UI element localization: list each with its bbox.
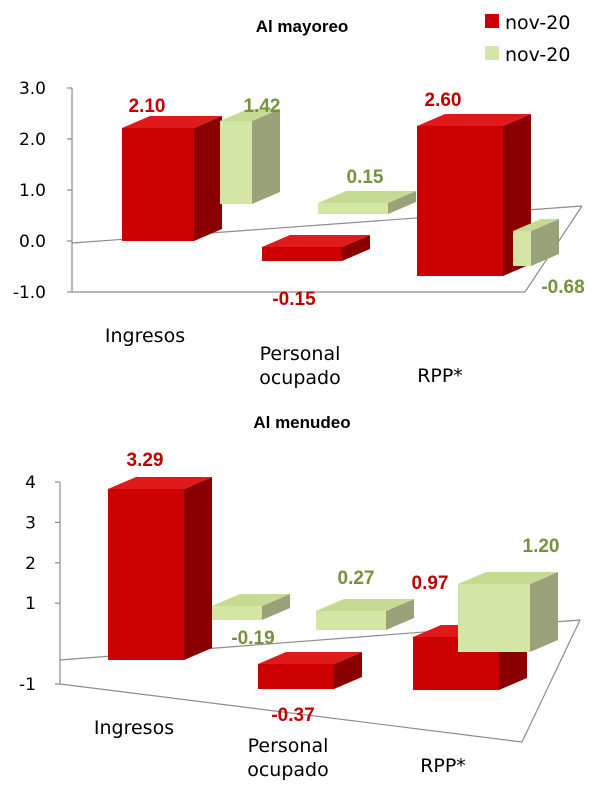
y-tick-label: 4: [25, 473, 36, 493]
chart-1-x-labels: Ingresos Personal ocupado RPP*: [105, 325, 463, 389]
bar-top-face: [262, 235, 370, 247]
bar-front-face: [318, 203, 388, 214]
x-tick-label-line: ocupado: [247, 759, 329, 781]
x-tick-label-line: RPP*: [417, 365, 463, 387]
chart-1-title: Al mayoreo: [256, 17, 349, 36]
data-label: 0.27: [338, 568, 375, 589]
x-tick-label: Personal ocupado: [259, 343, 341, 389]
bar-side-face: [386, 599, 414, 630]
bar-top-face: [513, 219, 559, 231]
chart-2-y-ticks: 4 3 2 1 -1: [19, 473, 60, 695]
bar-side-face: [334, 652, 362, 689]
data-label: 1.20: [523, 536, 560, 557]
bar-series-1-ingresos: 3.29: [108, 450, 212, 660]
chart-2-plot: 4 3 2 1 -1 Ingresos Personal ocupado RPP* 3.29 -0.…: [19, 450, 581, 781]
bar-side-face: [262, 594, 290, 620]
chart-1-y-ticks: 3.0 2.0 1.0 0.0 -1.0: [13, 79, 72, 303]
x-tick-label: RPP*: [417, 365, 463, 387]
bar-front-face: [212, 606, 262, 620]
chart-2-title: Al menudeo: [253, 413, 350, 432]
bar-series-1-personal-ocupado: -0.37: [258, 652, 362, 726]
bar-side-face: [388, 191, 416, 214]
bar-front-face: [258, 664, 334, 689]
bar-top-face: [316, 599, 414, 611]
legend-swatch-series-2: [485, 46, 499, 60]
x-tick-label: Ingresos: [94, 717, 174, 739]
x-tick-label-line: Personal: [260, 343, 341, 365]
x-tick-label-line: RPP*: [420, 755, 466, 777]
bar-series-2-personal-ocupado: 0.15: [318, 167, 416, 214]
bar-front-face: [458, 584, 530, 652]
bar-front-face: [220, 121, 252, 204]
bar-top-face: [122, 116, 222, 128]
bar-front-face: [262, 247, 342, 261]
data-label: -0.37: [271, 705, 314, 726]
bar-side-face: [184, 477, 212, 660]
bar-top-face: [458, 572, 558, 584]
data-label: 2.10: [129, 96, 166, 117]
bar-series-2-personal-ocupado: 0.27: [316, 568, 414, 630]
x-tick-label-line: Personal: [248, 735, 329, 757]
bar-front-face: [316, 611, 386, 630]
y-tick-label: 1: [25, 594, 36, 614]
bar-top-face: [108, 477, 212, 489]
data-label: 0.15: [347, 167, 384, 188]
x-tick-label: RPP*: [420, 755, 466, 777]
data-label: -0.19: [231, 628, 274, 649]
y-tick-label: 3.0: [19, 79, 46, 99]
data-label: -0.68: [541, 277, 584, 298]
x-tick-label: Personal ocupado: [247, 735, 329, 781]
legend-label-series-2: nov-20: [505, 44, 570, 66]
bar-series-1-ingresos: 2.10: [122, 96, 222, 241]
data-label: 0.97: [412, 573, 449, 594]
legend-swatch-series-1: [485, 14, 499, 28]
chart-1-plot: 3.0 2.0 1.0 0.0 -1.0 Ingresos Personal ocupado R…: [13, 79, 585, 389]
bar-top-face: [212, 594, 290, 606]
legend: nov-20 nov-20: [485, 12, 570, 66]
chart-2-bars: 3.29 -0.19 -0.37 0.27 0.97 1.20: [108, 450, 559, 726]
y-tick-label: 2.0: [19, 130, 46, 150]
bar-series-2-ingresos: 1.42: [220, 96, 280, 204]
bar-front-face: [122, 128, 194, 241]
data-label: 1.42: [244, 96, 281, 117]
data-label: 2.60: [425, 90, 462, 111]
chart-1-bars: 2.10 1.42 -0.15 0.15 2.60 -0.68: [122, 90, 585, 310]
x-tick-label-line: Ingresos: [94, 717, 174, 739]
bar-side-face: [252, 109, 280, 204]
bar-front-face: [108, 489, 184, 660]
bar-series-1-rpp-: 2.60: [417, 90, 531, 276]
bar-side-face: [530, 572, 558, 652]
y-tick-label: 1.0: [19, 181, 46, 201]
bar-front-face: [417, 126, 503, 276]
bar-top-face: [318, 191, 416, 203]
bar-top-face: [417, 114, 531, 126]
y-tick-label: 3: [25, 513, 36, 533]
bar-side-face: [531, 219, 559, 266]
floor-right-edge: [521, 619, 581, 743]
chart-2-x-labels: Ingresos Personal ocupado RPP*: [94, 717, 466, 781]
bar-side-face: [342, 235, 370, 261]
y-tick-label: 0.0: [19, 232, 46, 252]
bar-top-face: [258, 652, 362, 664]
x-tick-label: Ingresos: [105, 325, 185, 347]
x-tick-label-line: ocupado: [259, 367, 341, 389]
data-label: 3.29: [127, 450, 164, 471]
x-tick-label-line: Ingresos: [105, 325, 185, 347]
bar-series-1-personal-ocupado: -0.15: [262, 235, 370, 310]
bar-series-2-rpp-: -0.68: [513, 219, 585, 298]
data-label: -0.15: [272, 289, 316, 310]
y-tick-label: 2: [25, 554, 36, 574]
bar-series-2-ingresos: -0.19: [212, 594, 290, 649]
bar-series-2-rpp-: 1.20: [458, 536, 559, 652]
y-tick-label: -1.0: [13, 283, 46, 303]
y-tick-label: -1: [19, 675, 36, 695]
legend-label-series-1: nov-20: [505, 12, 570, 34]
bar-top-face: [220, 109, 280, 121]
bar-side-face: [194, 116, 222, 241]
x-axis-line: [59, 683, 523, 743]
bar-front-face: [513, 231, 531, 266]
